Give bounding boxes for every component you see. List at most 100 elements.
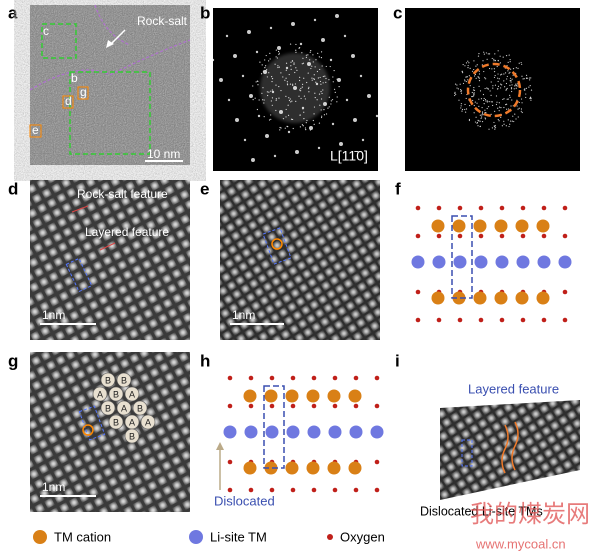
fft-noise [507, 119, 509, 121]
tm-atom [515, 291, 529, 305]
fft-spot [233, 54, 237, 58]
fft-noise [523, 89, 525, 91]
fft-noise [494, 74, 496, 77]
fft-noise [264, 59, 266, 61]
fft-noise [310, 49, 312, 52]
fft-noise [504, 86, 506, 88]
oxygen-atom [290, 487, 296, 493]
oxygen-atom [415, 317, 421, 323]
annotation: Dislocated [214, 493, 275, 508]
fft-noise [487, 88, 489, 90]
fft-noise [462, 82, 465, 85]
oxygen-atom [269, 403, 275, 409]
oxygen-atom [248, 487, 254, 493]
fft-noise [322, 82, 324, 84]
fft-noise [514, 113, 516, 115]
fft-noise [268, 60, 270, 62]
fft-noise [260, 73, 263, 75]
fft-noise [471, 70, 474, 72]
fft-noise [317, 52, 319, 55]
fft-noise [313, 113, 315, 115]
stacking-label: B [105, 375, 111, 385]
fft-noise [488, 128, 490, 130]
oxygen-atom [374, 375, 380, 381]
fft-noise [473, 75, 476, 77]
fft-noise [454, 83, 457, 85]
tm-atom [306, 389, 320, 403]
fft-noise [486, 87, 488, 89]
fft-noise [489, 90, 491, 92]
fft-noise [497, 118, 499, 121]
region-box [77, 86, 89, 100]
fft-noise [501, 84, 503, 86]
fft-noise [466, 76, 468, 78]
li-site-atom [495, 255, 509, 269]
fft-noise [505, 89, 507, 91]
fft-spots [454, 50, 533, 130]
stacking-label: A [129, 417, 135, 427]
fft-noise [311, 79, 313, 81]
fft-noise [325, 81, 327, 83]
fft-noise [500, 116, 502, 118]
pointer [71, 205, 89, 213]
fft-noise [266, 69, 268, 71]
fft-noise [321, 92, 323, 95]
fft-noise [508, 125, 510, 128]
fft-noise [506, 75, 508, 78]
fft-noise [511, 120, 513, 122]
li-site-atom [265, 425, 279, 439]
fft-noise [303, 95, 306, 97]
fft-noise [298, 95, 300, 97]
fft-noise [498, 106, 501, 108]
oxygen-atom [374, 403, 380, 409]
fft-noise [484, 109, 486, 111]
fft-noise [528, 86, 530, 88]
oxygen-atom [353, 487, 359, 493]
fft-noise [484, 87, 486, 90]
fft-noise [521, 75, 523, 77]
fft-noise [317, 77, 319, 79]
fft-noise [503, 120, 505, 122]
fft-noise [481, 106, 483, 109]
oxygen-atom [311, 403, 317, 409]
fft-noise [332, 76, 334, 78]
li-site-atom [370, 425, 384, 439]
fft-noise [481, 116, 483, 118]
fft-noise [509, 94, 511, 97]
fft-noise [484, 77, 486, 79]
li-site-atom [558, 255, 572, 269]
fft-noise [309, 129, 312, 131]
fft-spot [269, 26, 273, 30]
fft-noise [465, 97, 467, 100]
fft-noise [304, 98, 306, 100]
fft-noise [488, 53, 491, 55]
fft-noise [509, 84, 511, 86]
fft-noise [312, 54, 314, 56]
fft-noise [478, 70, 480, 72]
oxygen-atom [436, 233, 442, 239]
fft-noise [473, 112, 475, 114]
fft-spot [375, 114, 378, 118]
fft-noise [313, 78, 315, 80]
fft-noise [517, 85, 519, 87]
fft-noise [500, 107, 502, 109]
fft-spot [309, 126, 313, 130]
fft-noise [483, 97, 485, 100]
fft-noise [506, 78, 508, 80]
fft-noise [491, 127, 494, 129]
fft-noise [292, 83, 294, 85]
fft-spot [273, 154, 277, 158]
fft-noise [293, 63, 295, 65]
fft-noise [295, 43, 297, 46]
fft-noise [325, 77, 327, 80]
fft-noise [477, 125, 479, 127]
fft-noise [474, 101, 476, 103]
fft-noise [301, 83, 304, 85]
fft-spot [345, 98, 349, 102]
fft-noise [252, 85, 254, 87]
fft-noise [458, 99, 460, 101]
fft-noise [314, 96, 316, 99]
fft-noise [302, 57, 304, 59]
stacking-label: B [121, 375, 127, 385]
fft-noise [518, 107, 520, 109]
